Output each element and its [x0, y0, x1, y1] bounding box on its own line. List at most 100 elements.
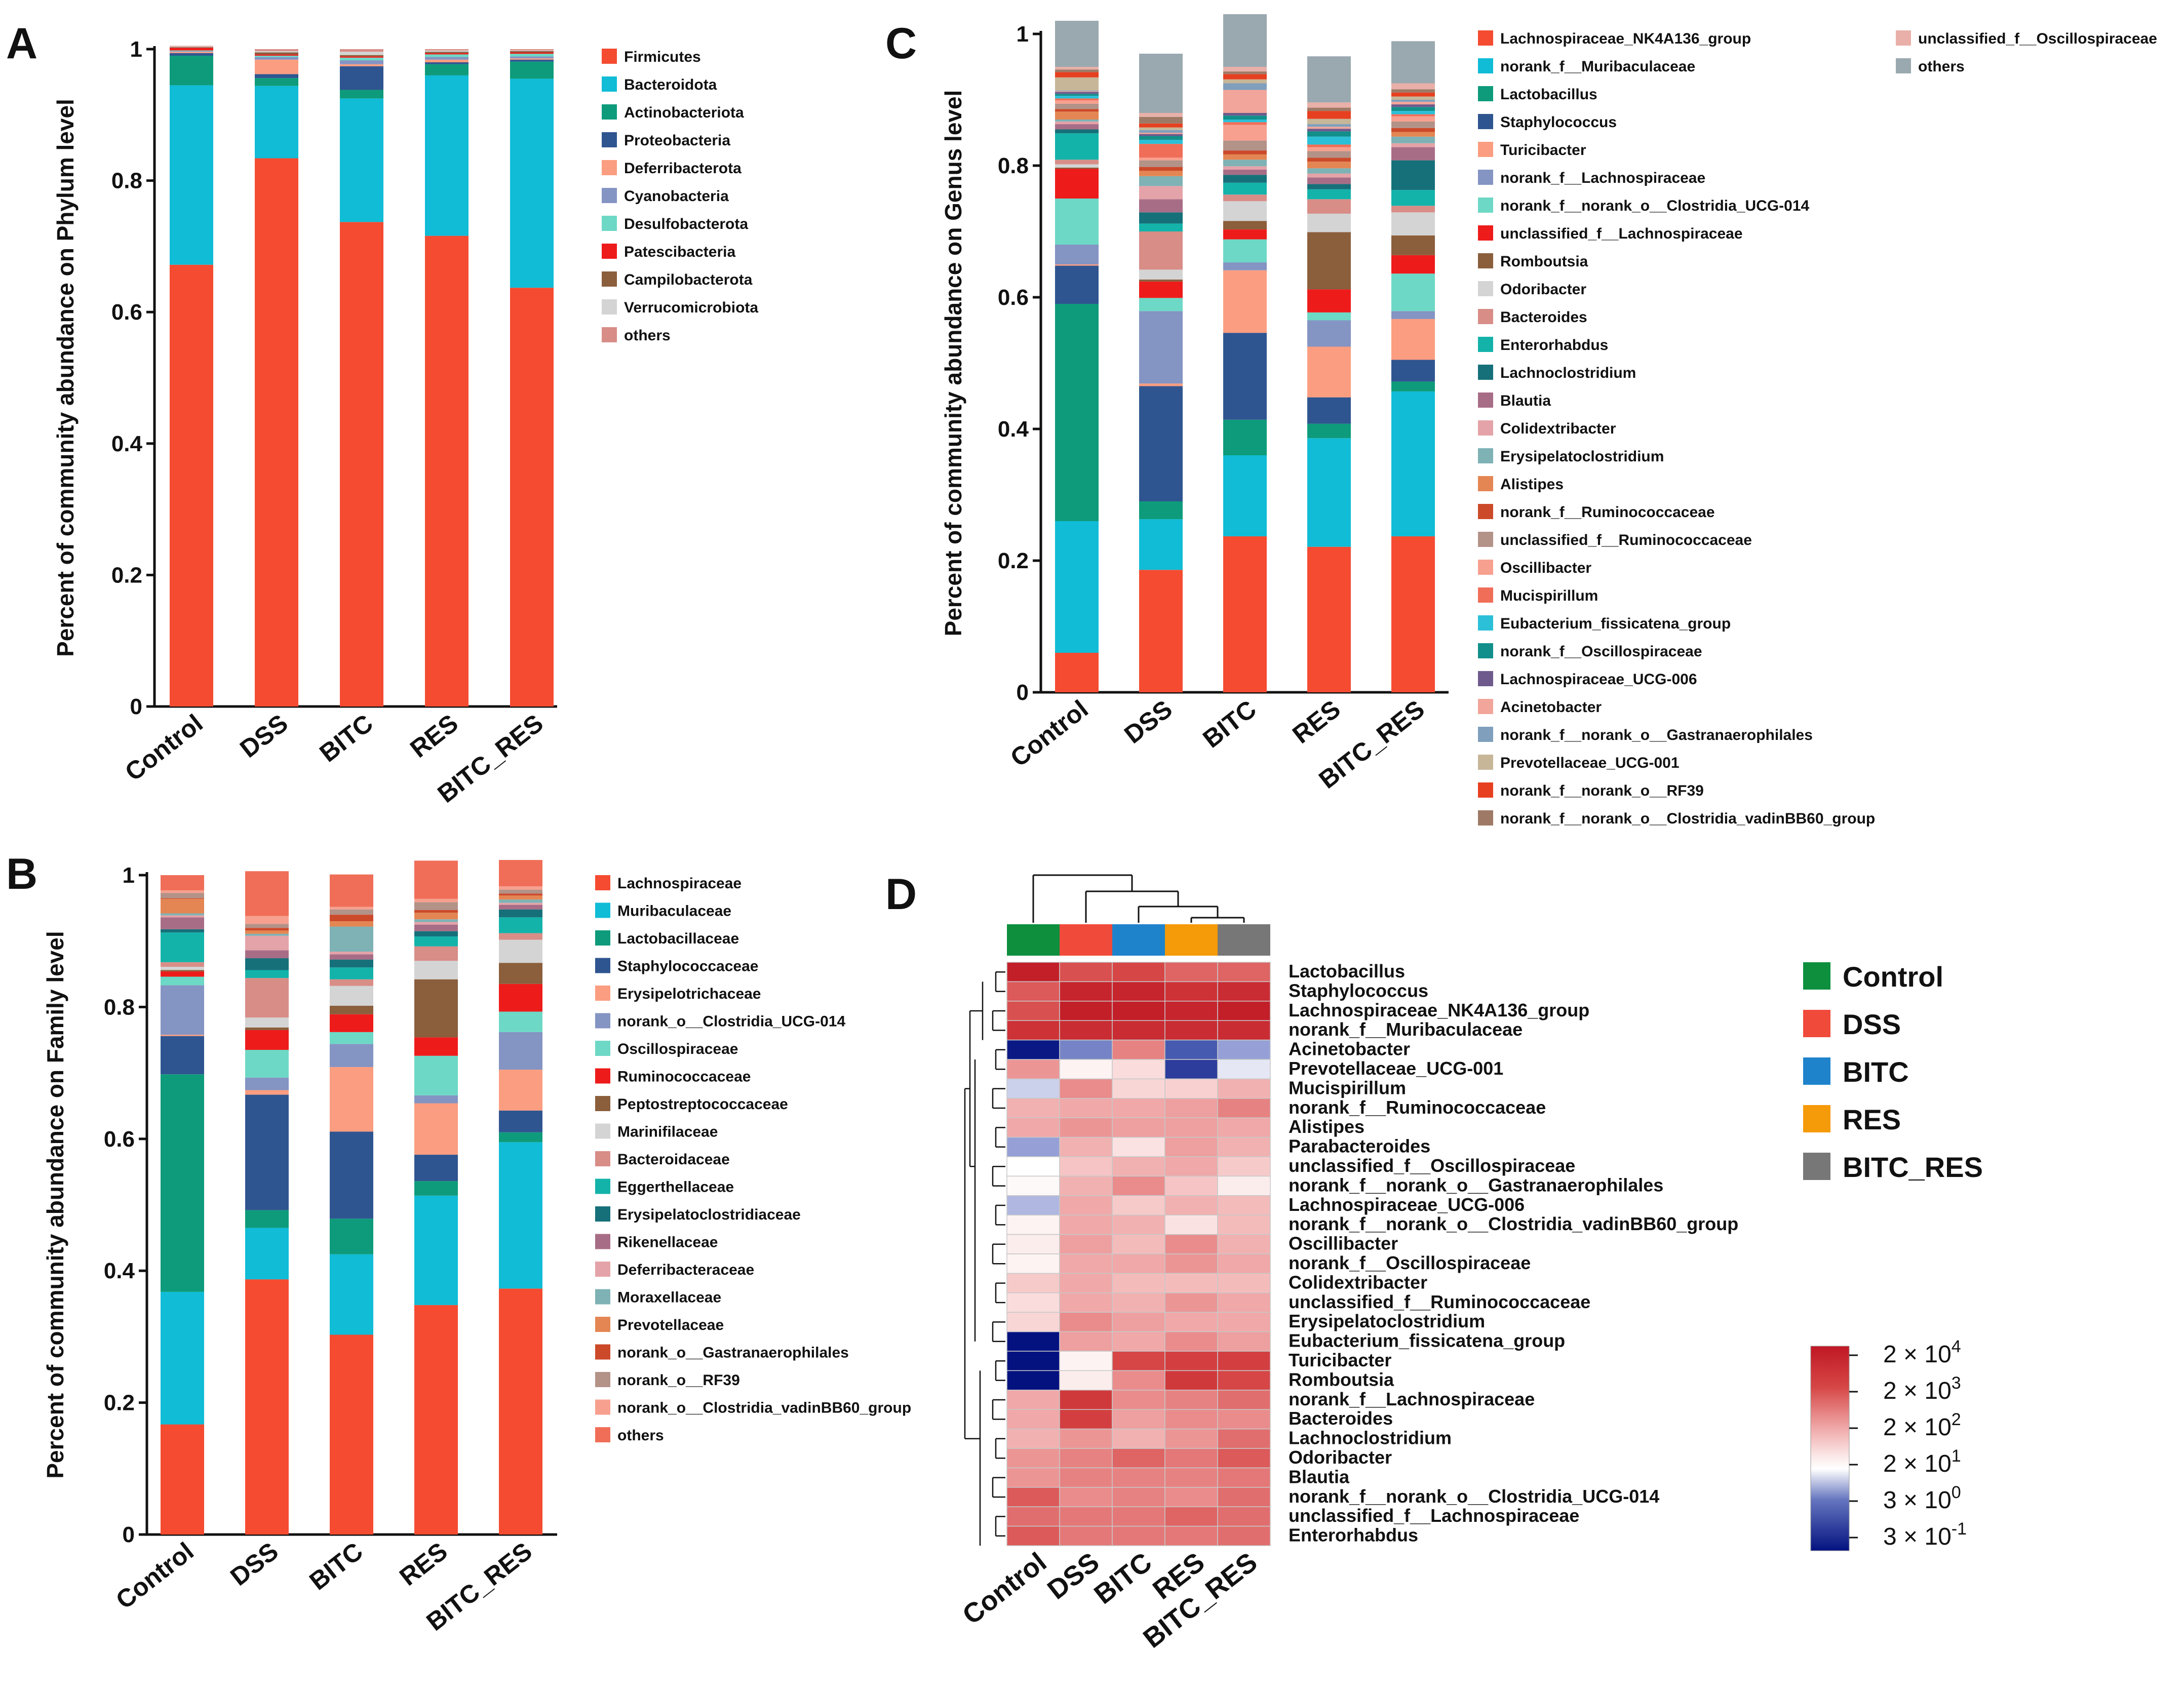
bar-segment-oscillospiraceae [161, 976, 204, 986]
bar-segment-actinobacteriota [255, 78, 298, 86]
bar-segment-muribaculaceae [414, 1195, 458, 1305]
bar-segment-blautia [1139, 199, 1183, 213]
heatmap-row-label: Staphylococcus [1289, 980, 1428, 1001]
heatmap-cell [1112, 1234, 1165, 1254]
legend-swatch [602, 76, 617, 92]
heatmap-cell [1006, 1312, 1060, 1332]
heatmap-cell [1164, 1253, 1218, 1274]
heatmap-cell [1059, 962, 1113, 982]
bar-segment-muribaculaceae [245, 1228, 289, 1280]
bar-segment-norank-o-clostridia-vadinbb60-group [161, 890, 204, 893]
bar-segment-desulfobacterota [255, 55, 298, 57]
bar-segment-unclassified-f-ruminococcaceae [1055, 103, 1099, 109]
x-category-label: BITC [304, 1537, 368, 1596]
y-tick-label: 0.6 [998, 285, 1029, 310]
heatmap-cell [1006, 1390, 1060, 1410]
heatmap-cell [1059, 1136, 1113, 1157]
legend-label: Muribaculaceae [617, 903, 731, 920]
bar-segment-campilobacterota [340, 55, 383, 57]
legend-swatch [595, 930, 610, 946]
heatmap-cell [1164, 1098, 1218, 1118]
heatmap-cell [1112, 1039, 1165, 1060]
legend-swatch [1478, 142, 1493, 157]
legend-label: Campilobacterota [624, 271, 753, 288]
bar-segment-lachnospiraceae [330, 1334, 373, 1535]
bar-segment-actinobacteriota [425, 64, 469, 75]
legend-label: norank_f__norank_o__Gastranaerophilales [1500, 727, 1813, 743]
bar-segment-norank-f-norank-o-gastranaerophilales [1139, 130, 1183, 133]
bar-segment-unclassified-f-lachnospiraceae [1055, 169, 1099, 199]
legend-label: Staphylococcus [1500, 114, 1617, 131]
bar-segment-muribaculaceae [330, 1254, 373, 1335]
bar-segment-campilobacterota [425, 52, 469, 53]
heatmap-cell [1217, 1195, 1271, 1215]
bar-segment-deferribacterota [340, 64, 383, 66]
legend-swatch [602, 132, 617, 147]
bar-segment-lachnospiraceae [245, 1279, 289, 1535]
heatmap-cell [1006, 1039, 1060, 1060]
y-tick-label: 1 [1017, 22, 1029, 47]
heatmap-cell [1217, 981, 1271, 1002]
legend-swatch [602, 271, 617, 287]
heatmap-cell [1112, 1001, 1165, 1021]
x-category-label: RES [394, 1537, 452, 1591]
bar-segment-lachnospiraceae-nk4a136-group [1307, 546, 1351, 692]
bar-segment-acinetobacter [1391, 101, 1435, 105]
legend-swatch [1478, 253, 1493, 268]
legend-swatch [602, 104, 617, 120]
heatmap-row-label: Lachnoclostridium [1289, 1428, 1452, 1448]
bar-segment-norank-f-norank-o-gastranaerophilales [1307, 124, 1351, 127]
heatmap-cell [1217, 1078, 1271, 1099]
heatmap-cell [1006, 1234, 1060, 1254]
bar-segment-norank-f-norank-o-clostridia-vadinbb60-group [1391, 89, 1435, 93]
bar-segment-rikenellaceae [414, 924, 458, 931]
heatmap-row-label: Enterorhabdus [1289, 1525, 1418, 1546]
group-legend-swatch [1803, 1105, 1830, 1132]
heatmap-cell [1164, 1039, 1218, 1060]
colorbar-label-mantissa: 3 × 10 [1883, 1487, 1952, 1514]
bar-segment-muribaculaceae [499, 1142, 542, 1289]
bar-segment-staphylococcaceae [499, 1110, 542, 1132]
heatmap-row-label: Erysipelatoclostridium [1289, 1311, 1485, 1331]
heatmap-cell [1217, 1351, 1271, 1371]
heatmap-row-label: norank_f__Lachnospiraceae [1289, 1389, 1535, 1409]
bar-segment-staphylococcaceae [161, 1036, 204, 1075]
legend-swatch [1478, 560, 1493, 575]
bar-segment-patescibacteria [425, 53, 469, 55]
bar-segment-blautia [1223, 169, 1267, 175]
heatmap-cell [1112, 981, 1165, 1002]
bar-segment-romboutsia [1307, 232, 1351, 290]
bar-segment-norank-f-oscillospiraceae [1391, 107, 1435, 111]
heatmap-row-label: norank_f__Muribaculaceae [1289, 1019, 1523, 1040]
bar-segment-desulfobacterota [510, 54, 554, 57]
heatmap-cell [1112, 1312, 1165, 1332]
bar-segment-enterorhabdus [1223, 182, 1267, 195]
heatmap-cell [1112, 1117, 1165, 1138]
bar-segment-deferribacterota [255, 59, 298, 74]
bar-segment-campilobacterota [170, 47, 213, 48]
bar-segment-turicibacter [1055, 264, 1099, 266]
bar-segment-marinifilaceae [245, 1017, 289, 1028]
bar-segment-norank-o-clostridia-vadinbb60-group [245, 916, 289, 924]
colorbar-label-exponent: 4 [1952, 1337, 1961, 1356]
heatmap-cell [1112, 1370, 1165, 1391]
heatmap-cell [1217, 1487, 1271, 1507]
legend-swatch [595, 1123, 610, 1139]
x-category-label: Control [1005, 695, 1094, 773]
bar-segment-unclassified-f-lachnospiraceae [1391, 255, 1435, 274]
heatmap-cell [1006, 1175, 1060, 1196]
bar-segment-staphylococcus [1223, 333, 1267, 420]
bar-segment-romboutsia [1223, 221, 1267, 230]
bar-segment-moraxellaceae [245, 933, 289, 936]
heatmap-cell [1112, 1020, 1165, 1041]
group-color-control [1007, 924, 1060, 956]
bar-segment-erysipelatoclostridiaceae [499, 909, 542, 918]
bar-segment-eubacterium-fissicatena-group [1055, 96, 1099, 99]
legend-label: Staphylococcaceae [617, 958, 758, 975]
heatmap-cell [1112, 1331, 1165, 1352]
bar-segment-lachnospiraceae-ucg-006 [1139, 134, 1183, 136]
group-color-bitc [1112, 924, 1165, 956]
heatmap-cell [1006, 1001, 1060, 1021]
heatmap-cell [1112, 1273, 1165, 1293]
